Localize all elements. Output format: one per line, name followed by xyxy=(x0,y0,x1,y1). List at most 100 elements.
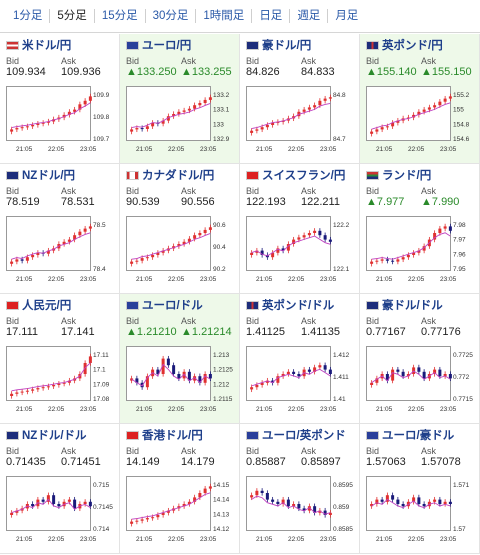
candle xyxy=(135,260,139,262)
candle xyxy=(25,126,29,128)
bid-ask-values: 122.193 122.211 xyxy=(246,196,356,208)
pair-name[interactable]: 豪ドル/ドル xyxy=(382,300,443,312)
bid-ask-labels: Bid Ask xyxy=(366,316,476,326)
tab-1[interactable]: 5分足 xyxy=(50,9,95,23)
rate-card[interactable]: 香港ドル/円 Bid Ask 14.149 14.179 14.15 14.14 14.13 1… xyxy=(120,424,240,554)
bid-label: Bid xyxy=(126,446,140,456)
bid-label: Bid xyxy=(246,316,260,326)
candle xyxy=(250,387,254,390)
tab-5[interactable]: 日足 xyxy=(252,9,291,23)
candle xyxy=(15,128,19,130)
rate-card[interactable]: ランド/円 Bid Ask ▲7.977 ▲7.990 7.98 7.97 7.96 7.95 2… xyxy=(360,164,480,294)
x-tick-label: 22:05 xyxy=(48,406,65,413)
pair-name[interactable]: ユーロ/英ポンド xyxy=(262,430,346,442)
candle xyxy=(433,233,437,240)
pair-name[interactable]: スイスフラン/円 xyxy=(262,170,346,182)
rate-card[interactable]: NZドル/ドル Bid Ask 0.71435 0.71451 0.715 0.7145 0.… xyxy=(0,424,120,554)
candle xyxy=(412,497,416,502)
ask-label: Ask xyxy=(421,446,437,456)
x-tick-label: 21:05 xyxy=(16,406,33,413)
bid-ask-values: ▲7.977 ▲7.990 xyxy=(366,196,476,208)
candle xyxy=(323,235,327,240)
candle xyxy=(151,122,155,127)
candle xyxy=(73,109,77,112)
candle xyxy=(281,499,285,504)
tab-0[interactable]: 1分足 xyxy=(6,9,51,23)
x-tick-label: 23:05 xyxy=(80,536,97,543)
rate-card[interactable]: スイスフラン/円 Bid Ask 122.193 122.211 122.2 122.1 21… xyxy=(240,164,360,294)
candle xyxy=(323,98,327,101)
candle xyxy=(187,371,191,381)
bid-value: 1.57063 xyxy=(366,456,406,468)
pair-name[interactable]: 米ドル/円 xyxy=(22,40,72,52)
pair-name[interactable]: NZドル/ドル xyxy=(22,430,87,442)
candle xyxy=(328,239,332,242)
candle xyxy=(10,393,14,396)
flag-icon xyxy=(126,430,139,440)
tab-7[interactable]: 月足 xyxy=(335,10,359,22)
candle xyxy=(271,252,275,258)
rate-card[interactable]: 英ポンド/ドル Bid Ask 1.41125 1.41135 1.412 1.411 1.4… xyxy=(240,294,360,424)
candle xyxy=(177,244,181,247)
candle xyxy=(281,374,285,377)
bid-label: Bid xyxy=(6,186,20,196)
pair-name[interactable]: 豪ドル/円 xyxy=(262,40,312,52)
rate-card[interactable]: ユーロ/豪ドル Bid Ask 1.57063 1.57078 1.571 1.57 21:0… xyxy=(360,424,480,554)
tab-2[interactable]: 15分足 xyxy=(95,9,146,23)
candle xyxy=(67,499,71,502)
candle xyxy=(10,261,14,264)
candle xyxy=(156,252,160,255)
bid-ask-labels: Bid Ask xyxy=(126,56,236,66)
pair-name[interactable]: ユーロ/ドル xyxy=(142,300,203,312)
candle xyxy=(130,261,134,264)
rate-card[interactable]: ユーロ/英ポンド Bid Ask 0.85887 0.85897 0.8595 0.859 0… xyxy=(240,424,360,554)
pair-name[interactable]: カナダドル/円 xyxy=(142,170,215,182)
candle xyxy=(208,97,212,100)
pair-name[interactable]: 香港ドル/円 xyxy=(142,430,203,442)
pair-name[interactable]: 人民元/円 xyxy=(22,300,72,312)
candle xyxy=(140,258,144,261)
candle xyxy=(286,371,290,374)
x-tick-label: 22:05 xyxy=(48,276,65,283)
candle xyxy=(135,520,139,522)
rate-card[interactable]: 人民元/円 Bid Ask 17.111 17.141 17.11 17.1 17.09 17.… xyxy=(0,294,120,424)
candle xyxy=(422,109,426,112)
candle xyxy=(161,512,165,515)
pair-name[interactable]: 英ポンド/ドル xyxy=(262,300,335,312)
rate-card[interactable]: 豪ドル/円 Bid Ask 84.826 84.833 84.8 84.7 21:05 22:0… xyxy=(240,34,360,164)
rate-card[interactable]: カナダドル/円 Bid Ask 90.539 90.556 90.6 90.4 90.2 21:… xyxy=(120,164,240,294)
bid-ask-values: 90.539 90.556 xyxy=(126,196,236,208)
candle xyxy=(161,250,165,253)
pair-name[interactable]: ユーロ/円 xyxy=(142,40,192,52)
candle xyxy=(422,371,426,379)
timeframe-tabs: 1分足 5分足 15分足 30分足 1時間足 日足 週足 月足 xyxy=(0,0,480,33)
tab-3[interactable]: 30分足 xyxy=(146,9,197,23)
mini-chart: 122.2 122.1 21:05 22:05 23:05 xyxy=(246,216,350,283)
rate-card[interactable]: ユーロ/円 Bid Ask ▲133.250 ▲133.255 133.2 133.1 133… xyxy=(120,34,240,164)
pair-name[interactable]: ランド/円 xyxy=(382,170,432,182)
pair-name[interactable]: 英ポンド/円 xyxy=(382,40,443,52)
y-tick-label: 133.1 xyxy=(213,107,230,114)
y-tick-label: 1.41 xyxy=(333,396,346,403)
rate-card[interactable]: 米ドル/円 Bid Ask 109.934 109.936 109.9 109.8 109.7… xyxy=(0,34,120,164)
y-tick-label: 0.8595 xyxy=(333,482,353,489)
flag-icon xyxy=(126,40,139,50)
x-tick-label: 22:05 xyxy=(288,406,305,413)
rate-card[interactable]: 英ポンド/円 Bid Ask ▲155.140 ▲155.150 155.2 155 154.… xyxy=(360,34,480,164)
candle xyxy=(203,99,207,103)
tab-6[interactable]: 週足 xyxy=(290,9,329,23)
candle xyxy=(391,369,395,381)
candle xyxy=(417,367,421,372)
rate-card[interactable]: NZドル/円 Bid Ask 78.519 78.531 78.5 78.4 21:05 22:… xyxy=(0,164,120,294)
rate-card[interactable]: ユーロ/ドル Bid Ask ▲1.21210 ▲1.21214 1.213 1.2125 1… xyxy=(120,294,240,424)
candle xyxy=(396,120,400,123)
candle xyxy=(302,109,306,112)
tab-4[interactable]: 1時間足 xyxy=(196,9,253,23)
ask-label: Ask xyxy=(421,56,437,66)
x-tick-label: 23:05 xyxy=(440,146,457,153)
rate-card[interactable]: 豪ドル/ドル Bid Ask 0.77167 0.77176 0.7725 0.772 0.7… xyxy=(360,294,480,424)
pair-name[interactable]: NZドル/円 xyxy=(22,170,76,182)
flag-icon xyxy=(6,170,19,180)
candle xyxy=(88,501,92,507)
pair-name[interactable]: ユーロ/豪ドル xyxy=(382,430,455,442)
